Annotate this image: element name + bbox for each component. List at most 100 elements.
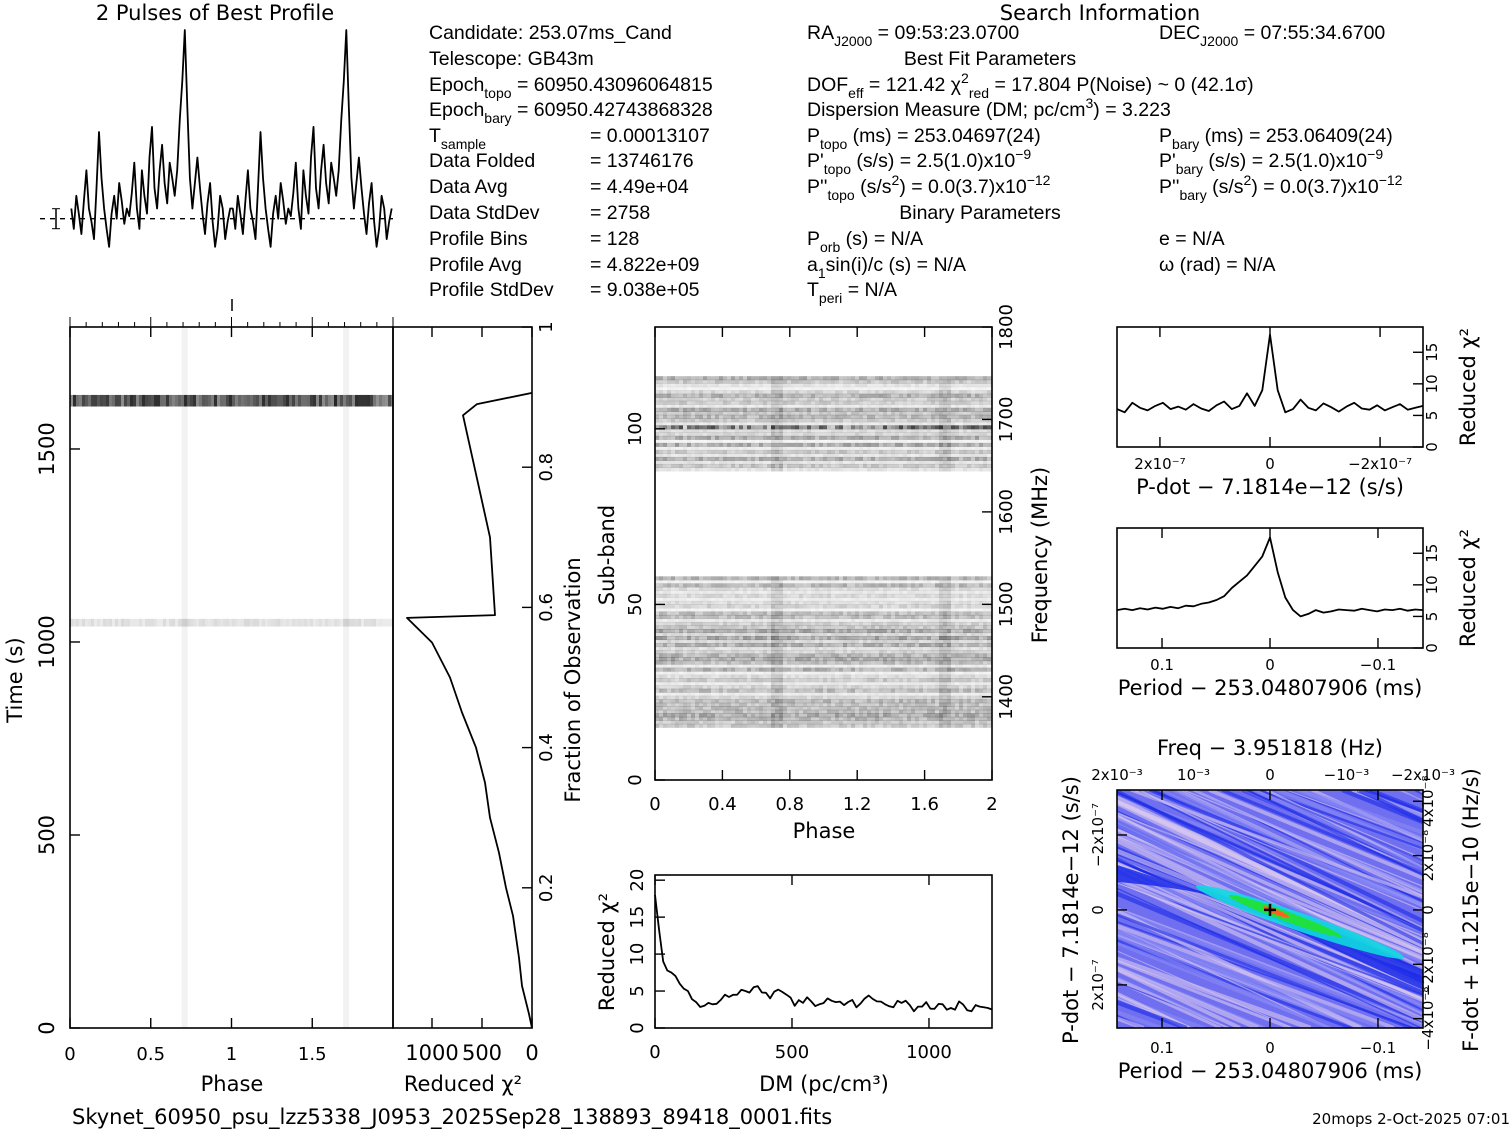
- subband-cell: [895, 713, 899, 718]
- subband-cell: [795, 660, 799, 665]
- time-band-cell: [379, 394, 382, 407]
- subband-cell: [879, 720, 883, 725]
- info-subscript: topo: [484, 85, 511, 101]
- subband-cell: [983, 699, 987, 704]
- subband-cell: [687, 702, 691, 707]
- subband-cell: [715, 643, 719, 648]
- subband-cell: [807, 614, 811, 619]
- subband-cell: [731, 467, 735, 472]
- subband-cell: [695, 463, 699, 468]
- subband-cell: [907, 629, 911, 634]
- subband-cell: [807, 671, 811, 676]
- subband-cell: [703, 590, 707, 595]
- subband-cell: [923, 456, 927, 461]
- time-band-cell: [97, 618, 100, 627]
- subband-cell: [735, 716, 739, 721]
- subband-cell: [819, 449, 823, 454]
- subband-cell: [811, 435, 815, 440]
- subband-cell: [867, 688, 871, 693]
- subband-cell: [851, 579, 855, 584]
- subband-cell: [975, 600, 979, 605]
- subband-cell: [899, 583, 903, 588]
- time-band-cell: [268, 394, 271, 407]
- subband-cell: [703, 614, 707, 619]
- subband-cell: [859, 439, 863, 444]
- subband-cell: [875, 692, 879, 697]
- time-band-cell: [223, 618, 226, 627]
- subband-cell: [923, 579, 927, 584]
- subband-cell: [807, 456, 811, 461]
- subband-cell: [915, 681, 919, 686]
- subband-cell: [779, 681, 783, 686]
- subband-cell: [843, 699, 847, 704]
- subband-cell: [971, 632, 975, 637]
- subband-cell: [779, 650, 783, 655]
- subband-cell: [943, 646, 947, 651]
- subband-cell: [839, 625, 843, 630]
- info-line: P'bary (s/s) = 2.5(1.0)x10−9: [1159, 146, 1383, 177]
- subband-cell: [979, 653, 983, 658]
- subband-cell: [875, 600, 879, 605]
- subband-cell: [759, 688, 763, 693]
- subband-cell: [883, 460, 887, 465]
- time-band-cell: [130, 618, 133, 627]
- time-band-cell: [88, 618, 91, 627]
- subband-cell: [687, 614, 691, 619]
- subband-cell: [803, 709, 807, 714]
- subband-cell: [887, 636, 891, 641]
- subband-cell: [967, 597, 971, 602]
- subband-cell: [787, 681, 791, 686]
- subband-cell: [791, 456, 795, 461]
- subband-cell: [975, 723, 979, 728]
- subband-cell: [939, 671, 943, 676]
- subband-cell: [715, 653, 719, 658]
- subband-cell: [791, 667, 795, 672]
- time-band-cell: [112, 618, 115, 627]
- time-band-cell: [247, 618, 250, 627]
- subband-cell: [887, 723, 891, 728]
- subband-cell: [751, 467, 755, 472]
- subband-cell: [683, 625, 687, 630]
- subband-cell: [867, 657, 871, 662]
- subband-cell: [715, 639, 719, 644]
- subband-cell: [771, 460, 775, 465]
- subband-cell: [655, 632, 659, 637]
- subband-cell: [959, 706, 963, 711]
- subband-cell: [923, 614, 927, 619]
- subband-cell: [831, 460, 835, 465]
- subband-cell: [719, 632, 723, 637]
- subband-cell: [671, 579, 675, 584]
- subband-cell: [963, 579, 967, 584]
- subband-cell: [919, 435, 923, 440]
- subband-cell: [855, 702, 859, 707]
- subband-cell: [955, 678, 959, 683]
- subband-cell: [703, 439, 707, 443]
- subband-cell: [839, 657, 843, 662]
- subband-cell: [939, 586, 943, 591]
- subband-cell: [711, 618, 715, 623]
- subband-cell: [859, 600, 863, 605]
- subband-cell: [959, 446, 963, 451]
- subband-cell: [755, 597, 759, 602]
- subband-cell: [951, 639, 955, 644]
- subband-cell: [803, 646, 807, 651]
- subband-cell: [919, 688, 923, 693]
- subband-cell: [743, 671, 747, 676]
- subband-cell: [979, 692, 983, 697]
- subband-cell: [791, 597, 795, 602]
- subband-cell: [655, 590, 659, 595]
- subband-cell: [847, 590, 851, 595]
- subband-cell: [975, 460, 979, 465]
- time-band-cell: [283, 618, 286, 627]
- subband-cell: [719, 713, 723, 718]
- subband-cell: [835, 614, 839, 619]
- subband-cell: [919, 713, 923, 718]
- subband-cell: [747, 629, 751, 634]
- subband-cell: [983, 453, 987, 458]
- subband-cell: [855, 678, 859, 683]
- subband-cell: [711, 586, 715, 591]
- subband-cell: [683, 692, 687, 697]
- subband-cell: [739, 435, 743, 440]
- subband-cell: [727, 692, 731, 697]
- subband-cell: [959, 439, 963, 444]
